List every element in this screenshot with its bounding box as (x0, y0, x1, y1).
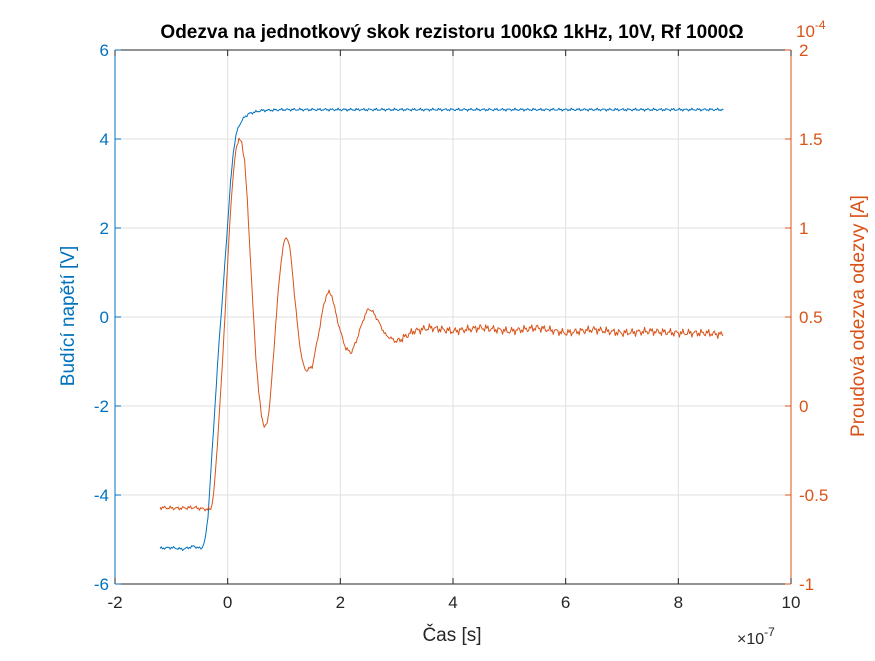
x-exponent-base: ×10 (737, 631, 764, 648)
y-right-tick-label: 0 (799, 397, 808, 416)
svg-text:10-4: 10-4 (796, 18, 826, 41)
y-right-exponent-label: 10-4 (796, 18, 826, 41)
x-exponent-label: ×10-7 (737, 625, 775, 648)
x-tick-label: 4 (448, 593, 457, 612)
series-line-current (159, 137, 724, 512)
labels: Odezva na jednotkový skok rezistoru 100k… (58, 18, 869, 648)
y-right-tick-label: -1 (799, 575, 814, 594)
x-tick-label: 0 (223, 593, 232, 612)
x-tick-label: 6 (561, 593, 570, 612)
y-left-tick-label: -6 (94, 575, 109, 594)
y-right-tick-label: -0.5 (799, 486, 828, 505)
series-line-voltage (159, 107, 724, 552)
y-right-exponent-power: -4 (815, 18, 826, 32)
series-layer (159, 107, 724, 552)
x-exponent-power: -7 (764, 625, 775, 639)
y-right-exponent-base: 10 (796, 22, 815, 41)
x-axis-label: Čas [s] (422, 624, 481, 646)
x-tick-label: 10 (782, 593, 801, 612)
y-right-tick-label: 0.5 (799, 308, 823, 327)
y-left-tick-label: 6 (100, 41, 109, 60)
x-tick-label: -2 (107, 593, 122, 612)
x-tick-label: 2 (336, 593, 345, 612)
y-right-tick-label: 1.5 (799, 130, 823, 149)
y-left-tick-label: 4 (100, 130, 109, 149)
y-left-tick-label: 0 (100, 308, 109, 327)
y-right-tick-label: 1 (799, 219, 808, 238)
svg-text:×10-7: ×10-7 (737, 625, 775, 648)
y-left-tick-label: -4 (94, 486, 109, 505)
y-right-tick-label: 2 (799, 41, 808, 60)
x-tick-label: 8 (674, 593, 683, 612)
chart-title: Odezva na jednotkový skok rezistoru 100k… (160, 22, 743, 43)
axes: -2 0 2 4 6 8 10 -6 -4 -2 0 2 4 6 -1 -0.5 0 0.5 1 1.5 2 (94, 41, 828, 612)
y-left-tick-label: -2 (94, 397, 109, 416)
y-axis-label-right: Proudová odezva odezvy [A] (848, 195, 869, 437)
y-axis-label-left: Budící napětí [V] (58, 246, 79, 386)
y-left-tick-label: 2 (100, 219, 109, 238)
